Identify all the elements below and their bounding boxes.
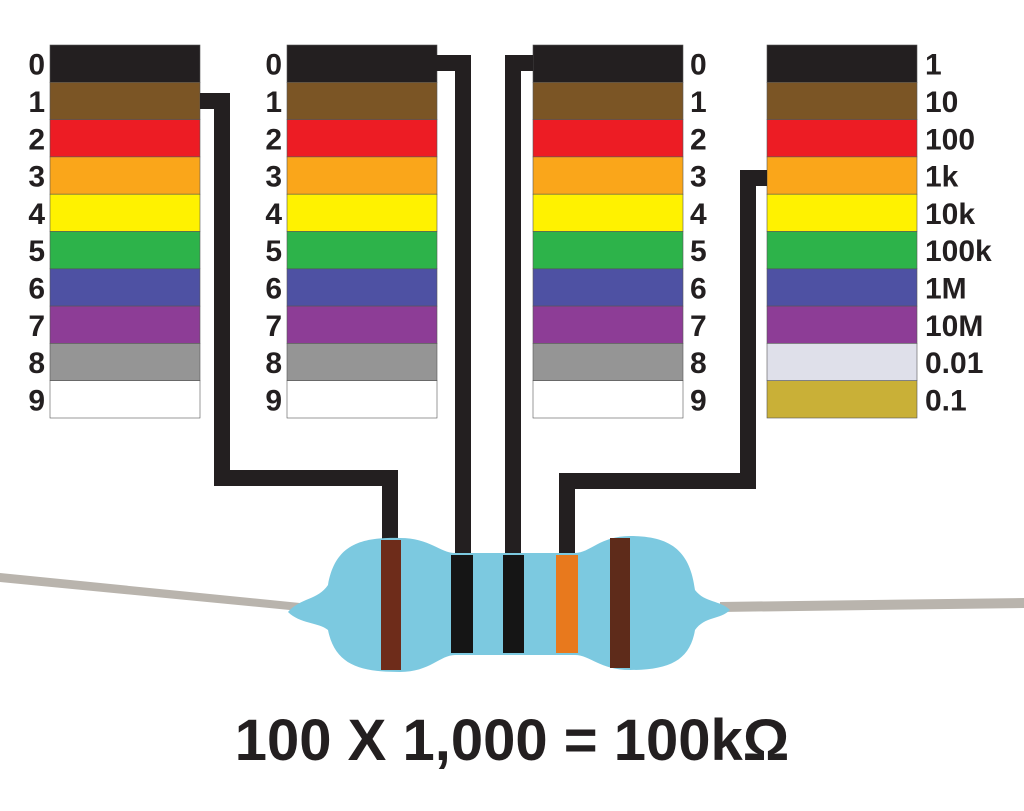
color-swatch (286, 380, 438, 419)
value-label: 8 (690, 347, 707, 380)
color-swatch (49, 380, 201, 419)
value-label: 0.01 (925, 347, 983, 380)
value-label: 3 (690, 161, 707, 194)
color-swatch (286, 268, 438, 307)
color-swatch (532, 119, 684, 158)
color-swatch (532, 380, 684, 419)
equation-text: 100 X 1,000 = 100kΩ (235, 708, 789, 773)
value-label: 1M (925, 272, 967, 305)
value-label: 5 (28, 235, 45, 268)
color-swatch (286, 119, 438, 158)
color-swatch (286, 231, 438, 270)
value-label: 7 (28, 310, 45, 343)
band-5-brown (610, 538, 630, 668)
value-label: 8 (265, 347, 282, 380)
color-swatch (532, 343, 684, 381)
wire-band-1 (200, 93, 398, 545)
value-label: 5 (690, 235, 707, 268)
digit-column-1: 0 1 2 3 4 5 6 7 8 9 (28, 44, 201, 419)
color-swatch (286, 193, 438, 232)
value-label: 100k (925, 235, 992, 268)
value-label: 2 (265, 123, 282, 156)
value-label: 1 (690, 86, 707, 119)
color-swatch (532, 193, 684, 232)
value-label: 9 (690, 384, 707, 417)
color-swatch (49, 156, 201, 195)
color-swatch (286, 44, 438, 83)
value-label: 0 (265, 49, 282, 82)
band-3-black (503, 555, 524, 653)
value-label: 6 (690, 272, 707, 305)
color-swatch (49, 82, 201, 120)
value-label: 1k (925, 161, 959, 194)
multiplier-column: 1 10 100 1k 10k 100k 1M 10M 0.01 0.1 (766, 44, 992, 419)
color-swatch (766, 343, 918, 381)
resistor (0, 536, 1024, 672)
color-swatch (49, 231, 201, 270)
value-label: 10 (925, 86, 958, 119)
value-label: 1 (28, 86, 45, 119)
value-label: 0 (28, 49, 45, 82)
value-label: 10M (925, 310, 983, 343)
color-swatch (766, 193, 918, 232)
value-label: 7 (690, 310, 707, 343)
wire-band-3 (505, 55, 533, 555)
value-label: 4 (28, 198, 45, 231)
value-label: 3 (28, 161, 45, 194)
value-label: 2 (28, 123, 45, 156)
lead-right (720, 598, 1024, 612)
wire-band-2 (436, 55, 471, 555)
color-swatch (49, 343, 201, 381)
value-label: 3 (265, 161, 282, 194)
color-swatch (49, 119, 201, 158)
value-label: 9 (28, 384, 45, 417)
lead-left (0, 573, 300, 611)
color-swatch (49, 268, 201, 307)
color-swatch (766, 380, 918, 419)
value-label: 6 (265, 272, 282, 305)
band-2-black (451, 555, 473, 653)
color-swatch (286, 156, 438, 195)
value-label: 4 (265, 198, 282, 231)
value-label: 0.1 (925, 384, 967, 417)
color-swatch (766, 156, 918, 195)
color-swatch (532, 44, 684, 83)
color-swatch (766, 82, 918, 120)
color-swatch (532, 231, 684, 270)
color-swatch (49, 44, 201, 83)
wire-band-4 (559, 170, 767, 555)
value-label: 1 (925, 49, 942, 82)
value-label: 5 (265, 235, 282, 268)
color-swatch (766, 231, 918, 270)
color-swatch (766, 268, 918, 307)
value-label: 2 (690, 123, 707, 156)
color-swatch (286, 305, 438, 344)
value-label: 9 (265, 384, 282, 417)
value-label: 6 (28, 272, 45, 305)
connector-wires (200, 55, 767, 555)
digit-column-3: 0 1 2 3 4 5 6 7 8 9 (532, 44, 707, 419)
color-swatch (532, 305, 684, 344)
color-swatch (286, 82, 438, 120)
color-swatch (766, 119, 918, 158)
digit-column-2: 0 1 2 3 4 5 6 7 8 9 (265, 44, 438, 419)
color-swatch (49, 305, 201, 344)
value-label: 1 (265, 86, 282, 119)
color-swatch (49, 193, 201, 232)
value-label: 4 (690, 198, 707, 231)
value-label: 8 (28, 347, 45, 380)
color-swatch (532, 156, 684, 195)
value-label: 100 (925, 123, 975, 156)
color-swatch (766, 44, 918, 83)
value-label: 7 (265, 310, 282, 343)
color-swatch (532, 82, 684, 120)
value-label: 10k (925, 198, 975, 231)
color-swatch (766, 305, 918, 344)
color-swatch (286, 343, 438, 381)
color-swatch (532, 268, 684, 307)
value-label: 0 (690, 49, 707, 82)
band-1-brown (381, 540, 401, 670)
band-4-orange (556, 555, 578, 653)
